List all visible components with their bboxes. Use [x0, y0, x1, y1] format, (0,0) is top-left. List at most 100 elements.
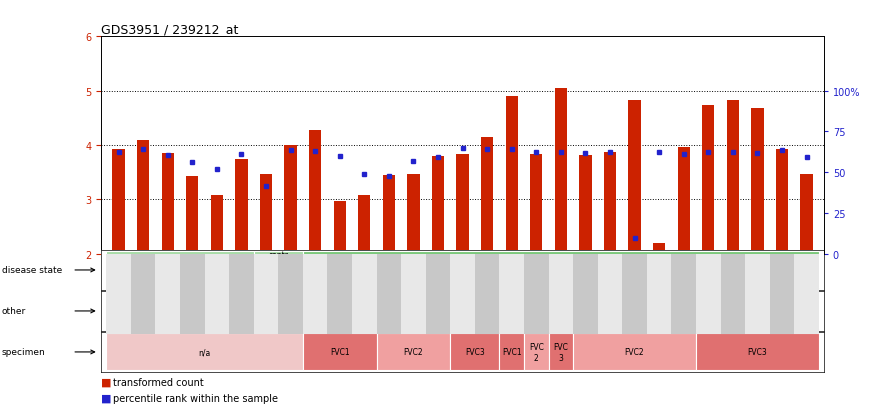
- Bar: [696, 254, 721, 334]
- Bar: [751, 109, 764, 254]
- Bar: [574, 334, 696, 370]
- Bar: [555, 89, 567, 254]
- Text: NSIP: NSIP: [663, 307, 680, 316]
- Text: RB-ILD: RB-ILD: [769, 307, 795, 316]
- Bar: [745, 293, 818, 330]
- Bar: [137, 140, 149, 254]
- Bar: [186, 176, 198, 254]
- Bar: [309, 131, 322, 254]
- Bar: [260, 174, 272, 254]
- Bar: [328, 254, 352, 334]
- Bar: [677, 147, 690, 254]
- Text: n/a: n/a: [198, 348, 211, 356]
- Bar: [622, 254, 647, 334]
- Text: interstitial lung disease: interstitial lung disease: [515, 266, 606, 275]
- Bar: [401, 254, 426, 334]
- Text: control: control: [191, 307, 218, 316]
- Bar: [303, 254, 328, 334]
- Bar: [113, 150, 124, 254]
- Bar: [358, 196, 370, 254]
- Text: control (from lung cancer
patient): control (from lung cancer patient): [131, 261, 229, 280]
- Bar: [204, 254, 229, 334]
- Bar: [481, 138, 493, 254]
- Bar: [721, 254, 745, 334]
- Bar: [574, 254, 597, 334]
- Bar: [506, 97, 518, 254]
- Bar: [450, 254, 475, 334]
- Bar: [475, 254, 500, 334]
- Text: FVC2: FVC2: [625, 348, 644, 356]
- Text: percentile rank within the sample: percentile rank within the sample: [113, 393, 278, 403]
- Bar: [603, 153, 616, 254]
- Bar: [285, 146, 297, 254]
- Bar: [500, 293, 524, 330]
- Bar: [500, 254, 524, 334]
- Text: HP: HP: [568, 307, 578, 316]
- Bar: [647, 254, 671, 334]
- Text: FVC
3: FVC 3: [553, 342, 568, 362]
- Bar: [130, 254, 155, 334]
- Bar: [549, 254, 574, 334]
- Bar: [155, 254, 180, 334]
- Bar: [303, 334, 376, 370]
- Text: disease state: disease state: [2, 266, 62, 275]
- Bar: [702, 106, 714, 254]
- Bar: [795, 254, 818, 334]
- Text: FVC2: FVC2: [403, 348, 423, 356]
- Bar: [456, 155, 469, 254]
- Bar: [303, 252, 818, 289]
- Bar: [426, 254, 450, 334]
- Text: COP: COP: [504, 307, 520, 316]
- Bar: [524, 254, 549, 334]
- Text: UIP/IPF: UIP/IPF: [388, 307, 414, 316]
- Bar: [161, 154, 174, 254]
- Bar: [180, 254, 204, 334]
- Text: ■: ■: [101, 393, 112, 403]
- Bar: [530, 155, 543, 254]
- Bar: [653, 244, 665, 254]
- Bar: [107, 254, 130, 334]
- Bar: [254, 252, 303, 289]
- Bar: [107, 334, 303, 370]
- Bar: [671, 254, 696, 334]
- Text: FU: FU: [531, 307, 541, 316]
- Text: FVC3: FVC3: [465, 348, 485, 356]
- Bar: [229, 254, 254, 334]
- Bar: [776, 150, 788, 254]
- Bar: [549, 334, 574, 370]
- Bar: [801, 174, 812, 254]
- Bar: [303, 293, 500, 330]
- Bar: [352, 254, 376, 334]
- Bar: [278, 254, 303, 334]
- Bar: [579, 155, 591, 254]
- Text: FVC
2: FVC 2: [529, 342, 544, 362]
- Text: ■: ■: [101, 377, 112, 387]
- Bar: [107, 252, 254, 289]
- Text: GDS3951 / 239212_at: GDS3951 / 239212_at: [101, 23, 239, 36]
- Bar: [597, 293, 745, 330]
- Text: specimen: specimen: [2, 348, 46, 356]
- Bar: [628, 101, 640, 254]
- Bar: [407, 174, 419, 254]
- Bar: [107, 293, 303, 330]
- Bar: [254, 254, 278, 334]
- Bar: [211, 195, 223, 254]
- Text: contr
ol (fro
m lun
g trans: contr ol (fro m lun g trans: [264, 250, 292, 290]
- Bar: [450, 334, 500, 370]
- Bar: [500, 334, 524, 370]
- Bar: [235, 159, 248, 254]
- Bar: [376, 254, 401, 334]
- Bar: [432, 157, 444, 254]
- Bar: [382, 176, 395, 254]
- Bar: [549, 293, 597, 330]
- Text: FVC1: FVC1: [502, 348, 522, 356]
- Bar: [770, 254, 795, 334]
- Bar: [524, 293, 549, 330]
- Text: other: other: [2, 307, 26, 316]
- Bar: [745, 254, 770, 334]
- Bar: [334, 202, 346, 254]
- Bar: [376, 334, 450, 370]
- Bar: [597, 254, 622, 334]
- Text: transformed count: transformed count: [113, 377, 204, 387]
- Bar: [524, 334, 549, 370]
